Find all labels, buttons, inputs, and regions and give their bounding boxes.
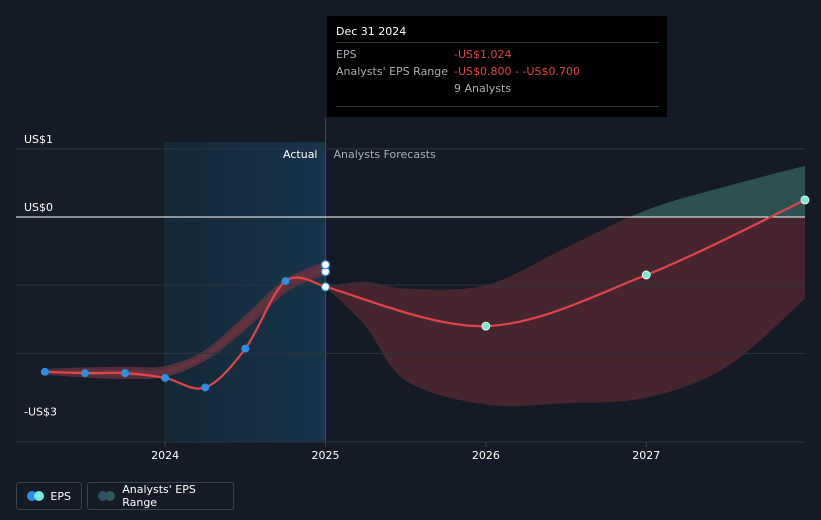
tooltip-eps-value: -US$1.024 (454, 48, 512, 61)
eps-forecast-point (481, 321, 491, 331)
past-region-shade (16, 142, 166, 442)
eps-point-layer (40, 195, 810, 392)
forecast-range-band-positive (629, 165, 805, 217)
y-tick-label: -US$3 (24, 406, 57, 419)
tooltip-analysts-count: 9 Analysts (454, 82, 512, 95)
eps-actual-point (201, 383, 210, 392)
eps-actual-point (281, 277, 290, 286)
eps-range-layer (41, 165, 805, 407)
eps-forecast-point (800, 195, 810, 205)
chart-label-layer: US$1 US$0 -US$3 2024 2025 2026 2027 Actual Analy… (24, 133, 660, 462)
legend-range-label: Analysts' EPS Range (122, 483, 196, 509)
legend-eps-label: EPS (50, 489, 71, 503)
x-tick-label: 2026 (472, 449, 500, 462)
eps-actual-point (121, 369, 130, 378)
y-tick-label: US$1 (24, 133, 53, 146)
legend-range-button[interactable]: Analysts' EPS Range (87, 482, 234, 510)
y-tick-label: US$0 (24, 201, 53, 214)
tooltip-eps-label: EPS (336, 48, 357, 61)
forecast-region-label: Analysts Forecasts (334, 148, 437, 161)
tooltip-eps-row: EPS -US$1.024 (336, 46, 659, 63)
eps-line-layer (44, 199, 806, 390)
eps-actual-point (40, 367, 49, 376)
eps-range-high-point (320, 260, 331, 270)
tooltip-date: Dec 31 2024 (336, 24, 659, 43)
tooltip-range-label: Analysts' EPS Range (336, 65, 449, 78)
eps-forecast-point (641, 270, 651, 280)
tooltip-range-row: Analysts' EPS Range -US$0.800 - -US$0.70… (336, 63, 659, 80)
eps-actual-line (44, 276, 326, 390)
x-tick-label: 2027 (632, 449, 660, 462)
legend-eps-button[interactable]: EPS (16, 482, 82, 510)
forecast-range-band-negative (325, 217, 805, 407)
tooltip-divider (336, 106, 659, 107)
eps-actual-point (80, 369, 89, 378)
x-tick-label: 2024 (151, 449, 179, 462)
eps-legend-icon (27, 491, 44, 501)
eps-forecast-line (325, 199, 806, 328)
gridline-layer (16, 148, 805, 443)
actual-region-label: Actual (283, 148, 317, 161)
eps-actual-point (161, 373, 170, 382)
chart-background-layer (16, 118, 327, 442)
tooltip-range-value: -US$0.800 - -US$0.700 (454, 65, 580, 78)
eps-tooltip: Dec 31 2024 EPS -US$1.024 Analysts' EPS … (327, 16, 667, 117)
eps-actual-point (320, 282, 331, 292)
x-tick-label: 2025 (312, 449, 340, 462)
eps-actual-point (241, 344, 250, 353)
actual-period-highlight (165, 142, 326, 442)
range-legend-icon (98, 491, 115, 501)
